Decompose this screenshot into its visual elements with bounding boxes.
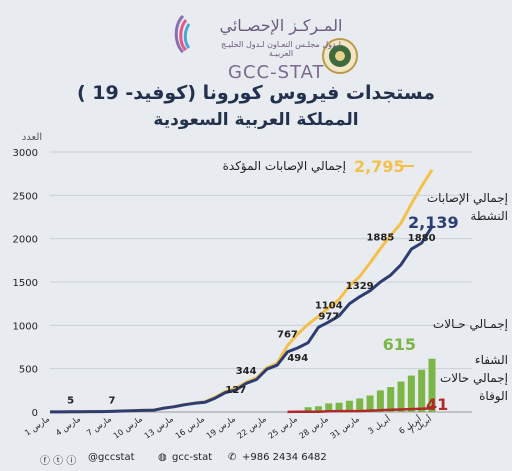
- x-tick-label: 4 مارس: [54, 414, 82, 437]
- org-subtitle: لـدول مجلـس التعـاون لـدول الخليـج العرب…: [221, 40, 341, 58]
- data-label: 1880: [408, 233, 436, 244]
- y-axis-label: العدد: [22, 132, 42, 143]
- brand-name: GCC-STAT: [228, 62, 325, 83]
- data-label: 767: [277, 330, 298, 341]
- x-tick-label: 25 مارس: [267, 414, 299, 440]
- recovered-bar: [325, 403, 333, 412]
- recovered-bar: [345, 400, 353, 412]
- y-tick-label: 1000: [13, 321, 38, 332]
- deaths-label-1: إجمالي حالات: [440, 371, 508, 385]
- phone-number: +986 2434 6482: [242, 452, 327, 463]
- recovered-bar: [428, 358, 436, 412]
- data-label: 494: [287, 353, 308, 364]
- recovered-label-2: الشفاء: [475, 353, 508, 367]
- gcc-stat-logo-icon: [174, 14, 191, 54]
- x-tick-label: 31 مارس: [329, 414, 361, 440]
- x-tick-label: 3 أبريل: [366, 413, 392, 435]
- confirmed-total: 2,795: [354, 157, 405, 176]
- recovered-bar: [376, 390, 384, 412]
- y-tick-label: 2000: [13, 235, 38, 246]
- data-label: 344: [236, 366, 257, 377]
- recovered-bar: [397, 381, 405, 412]
- x-tick-label: 13 مارس: [143, 414, 175, 440]
- y-tick-label: 0: [32, 408, 38, 419]
- social-handle: @gccstat: [88, 452, 135, 463]
- gcc-emblem-icon: [322, 38, 358, 74]
- data-label: 1885: [366, 233, 394, 244]
- x-tick-label: 19 مارس: [205, 414, 237, 440]
- header: المـركـز الإحصـائي لـدول مجلـس التعـاون …: [0, 0, 512, 150]
- org-name-arabic: المـركـز الإحصـائي: [219, 16, 343, 35]
- data-label: 7: [108, 395, 115, 406]
- recovered-bar: [418, 369, 426, 412]
- y-tick-label: 2500: [13, 191, 38, 202]
- recovered-bar: [356, 398, 364, 412]
- recovered-bar: [407, 375, 415, 412]
- x-tick-label: 28 مارس: [298, 414, 330, 440]
- data-label: 977: [318, 311, 339, 322]
- deaths-label-2: الوفاة: [479, 389, 508, 404]
- deaths-total: 41: [426, 395, 448, 414]
- page-subtitle: المملكة العربية السعودية: [153, 110, 359, 130]
- data-label: 1329: [346, 281, 374, 292]
- recovered-total: 615: [383, 335, 416, 354]
- snapchat-handle: gcc-stat: [172, 452, 213, 463]
- y-tick-label: 1500: [13, 278, 38, 289]
- active-total: 2,139: [408, 213, 459, 232]
- recovered-bar: [304, 407, 312, 412]
- deaths-line: [287, 407, 433, 414]
- x-tick-label: 16 مارس: [174, 414, 206, 440]
- data-label: 127: [225, 385, 246, 396]
- active-line: [50, 225, 434, 414]
- recovered-bar: [335, 402, 343, 412]
- page-title: مستجدات فيروس كورونا (كوفيد- 19 ): [76, 82, 436, 104]
- x-tick-label: 7 مارس: [85, 414, 113, 437]
- social-icons: ⓕ ⓣ ⓘ: [40, 456, 77, 467]
- whatsapp-icon: ✆: [228, 452, 237, 463]
- footer: ⓕ ⓣ ⓘ @gccstat ◍ gcc-stat ✆ +986 2434 64…: [0, 448, 512, 470]
- snapchat-icon: ◍: [158, 452, 167, 463]
- y-tick-label: 3000: [13, 148, 38, 159]
- confirmed-label: إجمالي الإصابات المؤكدة: [223, 159, 346, 174]
- data-label: 5: [67, 396, 74, 407]
- y-tick-label: 500: [19, 365, 38, 376]
- active-label-2: النشطة: [470, 209, 508, 223]
- recovered-bar: [387, 387, 395, 412]
- recovered-bar: [366, 395, 374, 412]
- x-tick-label: 22 مارس: [236, 414, 268, 440]
- recovered-label-1: إجمـالي حـالات: [433, 317, 508, 331]
- active-label-1: إجمالي الإصابات: [427, 191, 508, 205]
- x-tick-label: 10 مارس: [112, 414, 144, 440]
- recovered-bar: [314, 406, 322, 412]
- data-label: 1104: [315, 300, 343, 311]
